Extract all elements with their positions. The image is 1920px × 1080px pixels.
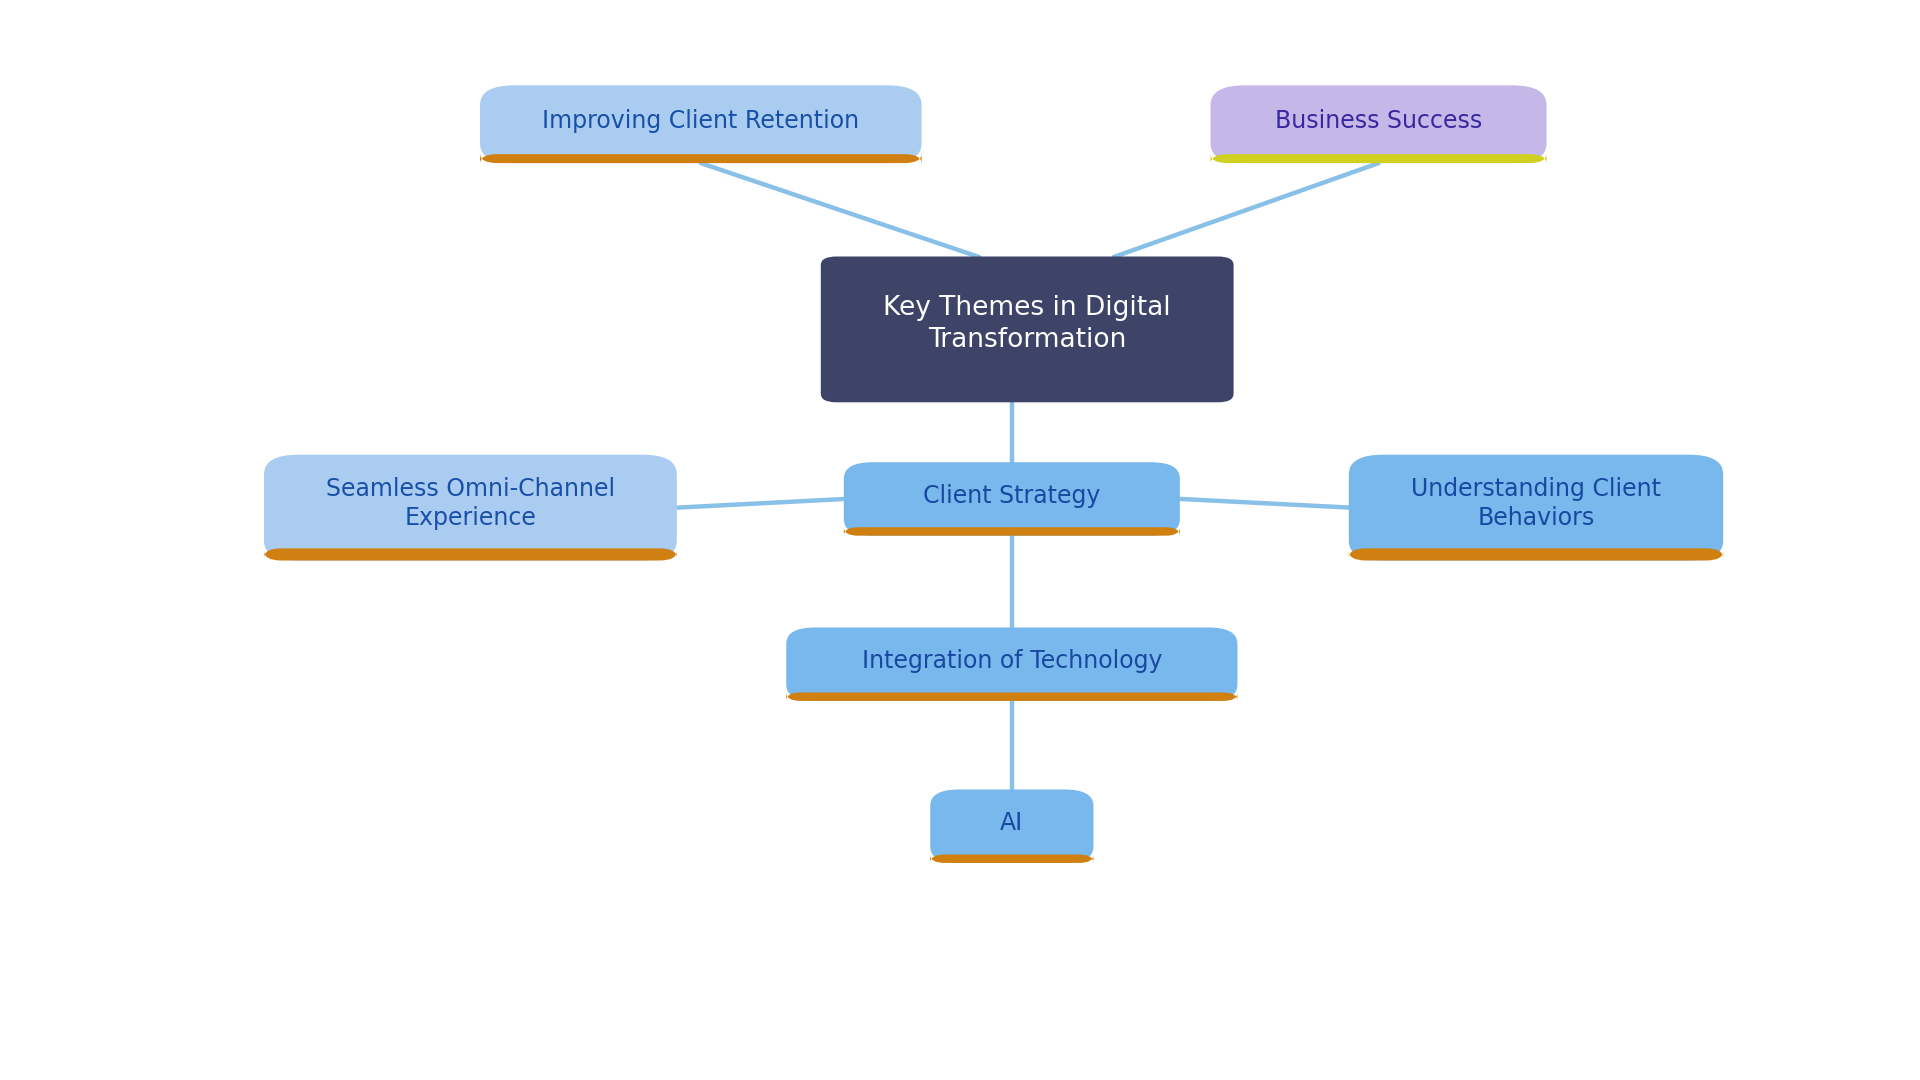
FancyBboxPatch shape bbox=[265, 455, 678, 561]
Text: Seamless Omni-Channel
Experience: Seamless Omni-Channel Experience bbox=[326, 476, 614, 530]
FancyBboxPatch shape bbox=[931, 789, 1094, 863]
Text: Client Strategy: Client Strategy bbox=[924, 484, 1100, 508]
FancyBboxPatch shape bbox=[822, 256, 1235, 403]
FancyBboxPatch shape bbox=[845, 527, 1179, 536]
Text: AI: AI bbox=[1000, 811, 1023, 835]
Text: Understanding Client
Behaviors: Understanding Client Behaviors bbox=[1411, 476, 1661, 530]
FancyBboxPatch shape bbox=[265, 549, 678, 561]
FancyBboxPatch shape bbox=[480, 85, 922, 163]
FancyBboxPatch shape bbox=[480, 153, 922, 164]
FancyBboxPatch shape bbox=[787, 692, 1238, 701]
FancyBboxPatch shape bbox=[787, 627, 1238, 701]
Text: Key Themes in Digital
Transformation: Key Themes in Digital Transformation bbox=[883, 295, 1171, 352]
FancyBboxPatch shape bbox=[845, 462, 1179, 536]
FancyBboxPatch shape bbox=[1210, 153, 1546, 164]
Text: Improving Client Retention: Improving Client Retention bbox=[541, 109, 860, 133]
FancyBboxPatch shape bbox=[1348, 549, 1722, 561]
FancyBboxPatch shape bbox=[1348, 455, 1722, 561]
FancyBboxPatch shape bbox=[931, 854, 1094, 863]
Text: Integration of Technology: Integration of Technology bbox=[862, 649, 1162, 673]
Text: Business Success: Business Success bbox=[1275, 109, 1482, 133]
FancyBboxPatch shape bbox=[1210, 85, 1546, 163]
